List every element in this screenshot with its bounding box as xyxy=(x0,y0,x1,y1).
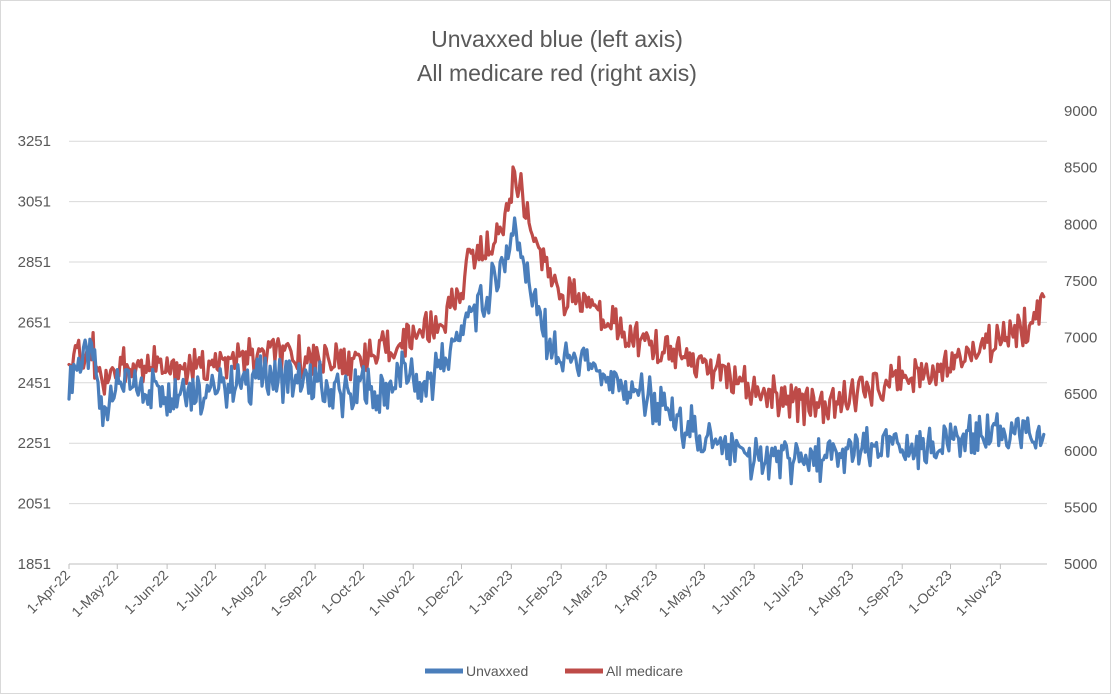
series-line-all-medicare xyxy=(67,165,1046,427)
right-tick-label: 6500 xyxy=(1064,386,1097,403)
left-tick-label: 2651 xyxy=(18,314,51,331)
x-tick-label: 1-Jan-23 xyxy=(465,567,516,618)
x-tick-label: 1-Apr-22 xyxy=(23,567,73,617)
left-tick-label: 3251 xyxy=(18,133,51,150)
right-tick-label: 9000 xyxy=(1064,103,1097,120)
x-axis: 1-Apr-221-May-22 1-Jun-22 1-Jul-221-Aug-22… xyxy=(23,563,1047,620)
x-tick-label: 1-Jun-22 xyxy=(121,567,172,618)
x-tick-label: 1-Oct-22 xyxy=(318,567,368,617)
x-tick-label: 1-Mar-23 xyxy=(559,567,611,619)
left-tick-label: 2251 xyxy=(18,435,51,452)
x-tick-label: 1-Jul-22 xyxy=(172,567,219,614)
legend-label-unvaxxed: Unvaxxed xyxy=(466,663,528,679)
chart-title-line-1: Unvaxxed blue (left axis) xyxy=(431,26,683,52)
legend-label-all-medicare: All medicare xyxy=(606,663,683,679)
right-tick-label: 8000 xyxy=(1064,216,1097,233)
x-tick-label: 1-Nov-22 xyxy=(365,567,417,619)
left-tick-label: 2451 xyxy=(18,375,51,392)
chart-title-line-2: All medicare red (right axis) xyxy=(417,60,697,86)
right-tick-label: 7000 xyxy=(1064,330,1097,347)
right-tick-label: 5500 xyxy=(1064,499,1097,516)
x-tick-label: 1-Nov-23 xyxy=(952,567,1004,619)
left-tick-label: 2851 xyxy=(18,254,51,271)
left-tick-label: 1851 xyxy=(18,556,51,573)
x-tick-label: 1-Aug-22 xyxy=(217,567,269,619)
x-tick-label: 1-Dec-22 xyxy=(414,567,466,619)
x-tick-label: 1-Oct-23 xyxy=(905,567,955,617)
x-tick-label: 1-Feb-23 xyxy=(514,567,566,619)
series-line-unvaxxed xyxy=(67,216,1046,486)
x-tick-label: 1-May-22 xyxy=(68,567,121,620)
x-tick-label: 1-Jun-23 xyxy=(708,567,759,618)
x-tick-label: 1-Aug-23 xyxy=(804,567,856,619)
right-tick-label: 7500 xyxy=(1064,273,1097,290)
right-tick-label: 8500 xyxy=(1064,160,1097,177)
x-tick-label: 1-Sep-23 xyxy=(854,567,906,619)
x-tick-label: 1-Sep-22 xyxy=(267,567,319,619)
left-tick-label: 2051 xyxy=(18,496,51,513)
legend: Unvaxxed All medicare xyxy=(425,663,683,679)
left-tick-label: 3051 xyxy=(18,194,51,211)
series-layer xyxy=(67,165,1046,486)
x-tick-label: 1-Apr-23 xyxy=(610,567,660,617)
x-tick-label: 1-Jul-23 xyxy=(760,567,807,614)
left-axis-ticks: 1851 2051 2251 2451 2651 2851 3051 3251 xyxy=(18,133,51,573)
x-tick-label: 1-May-23 xyxy=(655,567,708,620)
right-tick-label: 6000 xyxy=(1064,443,1097,460)
right-axis-ticks: 5000 5500 6000 6500 7000 7500 8000 8500 9000 xyxy=(1064,103,1097,573)
right-tick-label: 5000 xyxy=(1064,556,1097,573)
